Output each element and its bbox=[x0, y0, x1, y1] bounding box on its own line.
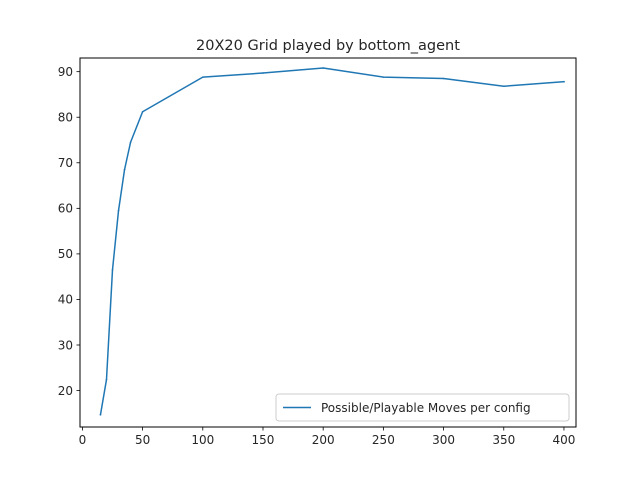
data-point bbox=[442, 77, 445, 80]
x-tick-label: 350 bbox=[492, 433, 515, 447]
x-tick-label: 400 bbox=[553, 433, 576, 447]
data-point bbox=[502, 85, 505, 88]
y-tick-label: 70 bbox=[58, 156, 73, 170]
x-tick-label: 50 bbox=[135, 433, 150, 447]
legend-label: Possible/Playable Moves per config bbox=[321, 401, 531, 415]
x-tick-label: 150 bbox=[252, 433, 275, 447]
data-point bbox=[129, 141, 132, 144]
data-point bbox=[123, 168, 126, 171]
x-axis-ticks: 0 50 100 150 200 250 300 350 400 bbox=[79, 427, 576, 447]
legend: Possible/Playable Moves per config bbox=[275, 393, 570, 422]
y-tick-label: 50 bbox=[58, 247, 73, 261]
plot-frame bbox=[79, 57, 577, 428]
data-point bbox=[262, 72, 264, 74]
data-point bbox=[563, 80, 565, 83]
series-layer bbox=[99, 67, 565, 416]
series-line-0 bbox=[99, 67, 565, 416]
x-tick-label: 0 bbox=[79, 433, 87, 447]
x-tick-label: 100 bbox=[191, 433, 214, 447]
data-point bbox=[201, 76, 204, 78]
data-point bbox=[99, 413, 102, 416]
data-point bbox=[117, 209, 120, 212]
data-point bbox=[382, 76, 385, 78]
legend-box bbox=[275, 393, 570, 422]
x-tick-label: 200 bbox=[312, 433, 335, 447]
y-axis-ticks: 20 30 40 50 60 70 80 90 bbox=[58, 65, 80, 398]
y-tick-label: 90 bbox=[58, 65, 73, 79]
y-tick-label: 30 bbox=[58, 338, 73, 352]
data-point bbox=[105, 378, 108, 381]
x-tick-label: 300 bbox=[432, 433, 455, 447]
y-tick-label: 40 bbox=[58, 293, 73, 307]
y-tick-label: 80 bbox=[58, 111, 73, 125]
data-point bbox=[141, 110, 144, 113]
x-tick-label: 250 bbox=[372, 433, 395, 447]
data-point bbox=[322, 67, 324, 69]
y-tick-label: 20 bbox=[58, 384, 73, 398]
chart-title: 20X20 Grid played by bottom_agent bbox=[196, 38, 460, 54]
y-tick-label: 60 bbox=[58, 202, 73, 216]
data-point bbox=[111, 269, 114, 271]
